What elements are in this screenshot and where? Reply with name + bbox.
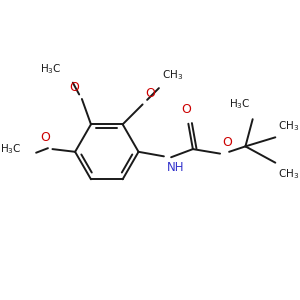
Text: H$_3$C: H$_3$C	[40, 62, 62, 76]
Text: O: O	[145, 87, 155, 100]
Text: O: O	[40, 131, 50, 144]
Text: CH$_3$: CH$_3$	[162, 68, 183, 82]
Text: O: O	[222, 136, 232, 149]
Text: H$_3$C: H$_3$C	[0, 142, 22, 156]
Text: NH: NH	[167, 161, 184, 174]
Text: CH$_3$: CH$_3$	[278, 119, 299, 133]
Text: H$_3$C: H$_3$C	[229, 97, 251, 111]
Text: O: O	[69, 82, 79, 94]
Text: O: O	[182, 103, 191, 116]
Text: CH$_3$: CH$_3$	[278, 167, 299, 181]
